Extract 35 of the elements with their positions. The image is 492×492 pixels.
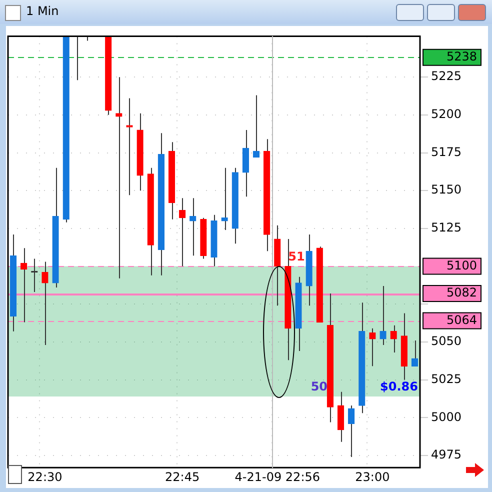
annotation: 50 [310,380,328,394]
y-tick-label: 5125 [431,220,462,235]
annotation: $0.86 [380,380,418,394]
candlestick [20,248,28,323]
candlestick [411,340,418,367]
chart-title: 1 Min [26,4,59,18]
x-tick-label: 22:30 [28,470,62,484]
y-tick-label: 5200 [431,107,462,122]
y-tick-label: 4975 [431,448,462,462]
x-tick-label: 4-21-09 22:56 [234,470,320,484]
candlestick [337,391,344,442]
candlestick [390,324,397,354]
x-tick-label: 22:45 [165,470,200,484]
y-tick-label: 5050 [431,334,462,348]
ref-line-label: 5064 [446,312,477,327]
y-tick-label: 5000 [431,410,462,424]
candlestick [348,405,355,458]
y-tick-label: 5175 [431,144,462,159]
candlestick [190,198,196,256]
y-tick-label: 5225 [431,69,462,84]
ref-line-label: 5082 [446,286,477,300]
candlestick [252,94,260,158]
candlestick [116,76,122,279]
x-tick-label: 23:00 [355,470,390,484]
y-tick-label: 5025 [431,372,462,386]
candlestick [369,328,376,367]
candlestick [242,130,250,198]
ref-line-label: 5238 [446,50,477,64]
annotation: 51 [288,249,305,264]
ref-line-label: 5100 [446,258,477,272]
candlestick [221,167,228,230]
candlestick [380,285,386,346]
candlestick [178,198,186,267]
y-tick-label: 5150 [431,182,462,197]
candlestick [42,261,48,346]
